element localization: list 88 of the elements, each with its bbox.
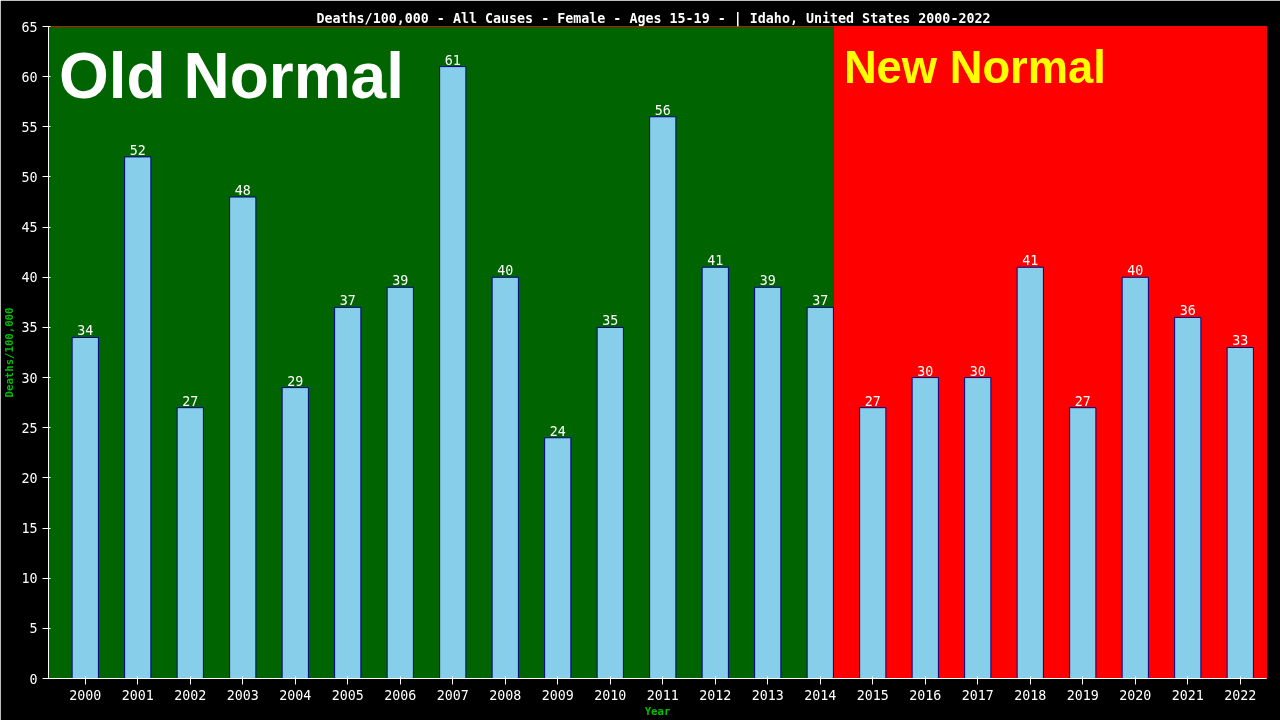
bar [386, 286, 414, 679]
data-label: 30 [917, 363, 934, 379]
data-label: 61 [444, 52, 461, 68]
x-tick-label: 2001 [121, 687, 154, 703]
x-tick-label: 2020 [1119, 687, 1152, 703]
bar [911, 377, 939, 679]
bar [859, 407, 887, 679]
x-tick-label: 2010 [594, 687, 627, 703]
x-tick-label: 2007 [436, 687, 469, 703]
x-tick-label: 2008 [489, 687, 522, 703]
data-label: 27 [1074, 393, 1091, 409]
x-tick-label: 2002 [174, 687, 207, 703]
y-tick-label: 55 [21, 119, 38, 135]
bar [1121, 276, 1149, 679]
data-label: 33 [1232, 333, 1249, 349]
bar [1069, 407, 1097, 679]
band-label: New Normal [843, 41, 1106, 93]
bar [544, 437, 572, 679]
y-tick-label: 65 [21, 19, 38, 35]
y-tick-label: 10 [21, 571, 38, 587]
bar [71, 336, 99, 679]
data-label: 27 [182, 393, 199, 409]
y-tick-label: 5 [29, 621, 38, 637]
y-tick-label: 60 [21, 69, 38, 85]
data-label: 27 [864, 393, 881, 409]
data-label: 37 [812, 293, 829, 309]
band-label: Old Normal [59, 39, 404, 112]
data-label: 39 [392, 273, 409, 289]
data-label: 36 [1179, 303, 1196, 319]
bar [124, 156, 152, 679]
bar [491, 276, 519, 679]
data-label: 52 [129, 142, 146, 158]
bar [176, 407, 204, 679]
x-tick-label: 2000 [69, 687, 102, 703]
data-label: 41 [1022, 253, 1039, 269]
y-tick-label: 45 [21, 220, 38, 236]
y-tick-label: 50 [21, 169, 38, 185]
x-tick-label: 2016 [909, 687, 942, 703]
x-tick-label: 2015 [856, 687, 889, 703]
x-tick-label: 2004 [279, 687, 312, 703]
x-tick-label: 2019 [1066, 687, 1099, 703]
data-label: 37 [339, 293, 356, 309]
bar [964, 377, 992, 679]
data-label: 41 [707, 253, 724, 269]
y-axis-title: Deaths/100,000 [3, 307, 17, 398]
bar [1226, 346, 1254, 679]
bar [334, 306, 362, 679]
bar [281, 387, 309, 679]
x-tick-label: 2009 [541, 687, 574, 703]
x-tick-label: 2003 [226, 687, 259, 703]
x-tick-label: 2013 [751, 687, 784, 703]
data-label: 29 [287, 373, 304, 389]
data-label: 40 [497, 263, 514, 279]
x-tick-label: 2021 [1171, 687, 1204, 703]
x-tick-label: 2006 [384, 687, 417, 703]
data-label: 40 [1127, 263, 1144, 279]
data-label: 30 [969, 363, 986, 379]
y-tick-label: 25 [21, 420, 38, 436]
data-label: 56 [654, 102, 671, 118]
bar [229, 196, 257, 679]
data-label: 35 [602, 313, 619, 329]
x-tick-label: 2014 [804, 687, 837, 703]
chart-title: Deaths/100,000 - All Causes - Female - Ages 15-19 - | Idaho, United States 2000-2022 [316, 10, 991, 27]
x-tick-label: 2022 [1224, 687, 1257, 703]
data-label: 48 [234, 183, 251, 199]
bar [596, 326, 624, 679]
x-tick-label: 2005 [331, 687, 364, 703]
x-axis-title: Year [644, 704, 671, 718]
data-label: 24 [549, 423, 566, 439]
data-label: 34 [77, 323, 94, 339]
bar [754, 286, 782, 679]
y-tick-label: 0 [29, 671, 38, 687]
bar [649, 116, 677, 679]
bar [439, 66, 467, 679]
x-tick-label: 2012 [699, 687, 732, 703]
data-label: 39 [759, 273, 776, 289]
bar [1016, 266, 1044, 679]
y-tick-label: 20 [21, 470, 38, 486]
y-tick-label: 30 [21, 370, 38, 386]
x-tick-label: 2011 [646, 687, 679, 703]
y-tick-label: 40 [21, 270, 38, 286]
y-tick-label: 35 [21, 320, 38, 336]
bar [701, 266, 729, 679]
y-tick-label: 15 [21, 521, 38, 537]
x-tick-label: 2018 [1014, 687, 1047, 703]
x-tick-label: 2017 [961, 687, 994, 703]
bar [1174, 316, 1202, 679]
bar [806, 306, 834, 679]
